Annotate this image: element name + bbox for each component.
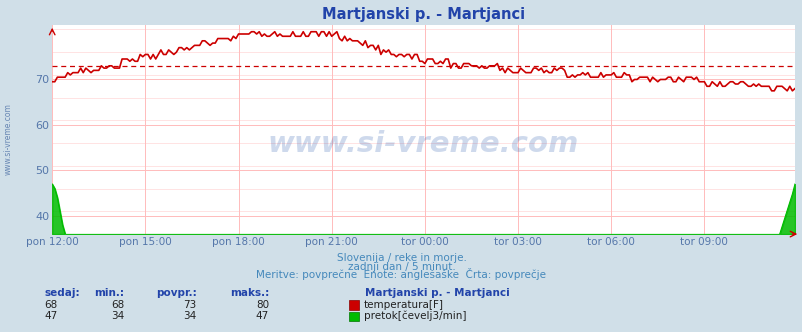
Text: temperatura[F]: temperatura[F] [363, 300, 444, 310]
Text: 34: 34 [111, 311, 124, 321]
Text: maks.:: maks.: [229, 288, 269, 298]
Text: 73: 73 [183, 300, 196, 310]
Text: 68: 68 [44, 300, 58, 310]
Text: www.si-vreme.com: www.si-vreme.com [268, 130, 578, 158]
Text: Martjanski p. - Martjanci: Martjanski p. - Martjanci [365, 288, 509, 298]
Text: 80: 80 [256, 300, 269, 310]
Text: pretok[čevelj3/min]: pretok[čevelj3/min] [363, 311, 466, 321]
Text: zadnji dan / 5 minut.: zadnji dan / 5 minut. [347, 262, 455, 272]
Text: 34: 34 [183, 311, 196, 321]
Text: Slovenija / reke in morje.: Slovenija / reke in morje. [336, 253, 466, 263]
Text: min.:: min.: [95, 288, 124, 298]
Text: 68: 68 [111, 300, 124, 310]
Text: povpr.:: povpr.: [156, 288, 196, 298]
Text: 47: 47 [44, 311, 58, 321]
Text: www.si-vreme.com: www.si-vreme.com [4, 104, 13, 175]
Text: 47: 47 [255, 311, 269, 321]
Text: Meritve: povprečne  Enote: anglešaške  Črta: povprečje: Meritve: povprečne Enote: anglešaške Črt… [256, 268, 546, 280]
Text: sedaj:: sedaj: [44, 288, 79, 298]
Title: Martjanski p. - Martjanci: Martjanski p. - Martjanci [322, 7, 525, 22]
